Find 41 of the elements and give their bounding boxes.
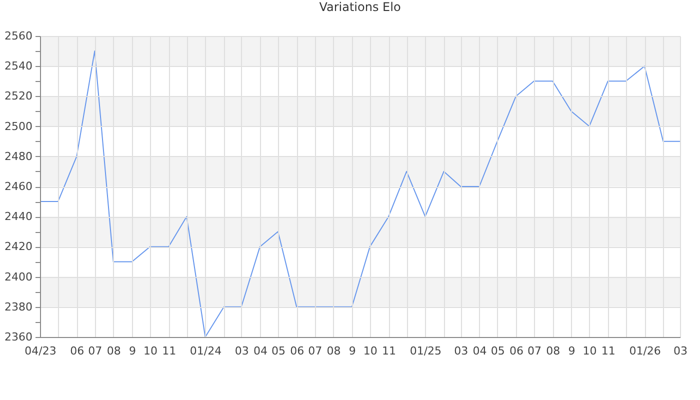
x-tick-label: 08: [546, 344, 560, 358]
y-tick-label: 2420: [4, 240, 32, 254]
x-tick-label: 07: [88, 344, 102, 358]
y-tick-label: 2480: [4, 150, 32, 163]
x-tick-label: 08: [326, 344, 341, 358]
y-tick-label: 2460: [4, 180, 32, 193]
x-tick-label: 01/26: [629, 344, 661, 358]
x-tick-label: 06: [70, 344, 84, 358]
x-tick-label: 10: [582, 344, 597, 358]
x-tick-label: 05: [490, 344, 505, 358]
y-tick-label: 2380: [4, 300, 32, 314]
x-tick-label: 9: [568, 344, 576, 358]
x-tick-label: 04/23: [24, 344, 56, 358]
x-tick-label: 04: [253, 344, 268, 358]
x-tick-label: 03: [674, 344, 688, 358]
x-tick-label: 10: [363, 344, 378, 358]
x-tick-label: 07: [527, 344, 542, 358]
y-tick-label: 2360: [4, 330, 32, 344]
x-tick-label: 11: [162, 344, 176, 358]
x-tick-label: 05: [271, 344, 286, 358]
x-tick-label: 07: [308, 344, 322, 358]
x-tick-label: 06: [509, 344, 524, 358]
y-tick-label: 2440: [4, 210, 32, 224]
x-tick-label: 11: [382, 344, 396, 358]
x-tick-label: 08: [106, 344, 121, 358]
x-tick-label: 03: [454, 344, 468, 358]
y-tick-label: 2400: [4, 270, 32, 284]
x-tick-label: 04: [472, 344, 487, 358]
x-tick-label: 01/24: [190, 344, 222, 358]
x-tick-label: 03: [234, 344, 249, 358]
x-tick-label: 9: [128, 344, 136, 358]
y-tick-label: 2500: [4, 120, 32, 133]
x-tick-label: 06: [290, 344, 304, 358]
y-tick-label: 2520: [4, 90, 32, 103]
x-tick-label: 9: [348, 344, 356, 358]
x-tick-label: 11: [601, 344, 616, 358]
x-tick-label: 01/25: [410, 344, 442, 358]
x-tick-label: 10: [143, 344, 158, 358]
y-tick-label: 2540: [4, 60, 32, 73]
chart-title: Variations Elo: [319, 0, 401, 14]
y-tick-label: 2560: [4, 30, 32, 42]
